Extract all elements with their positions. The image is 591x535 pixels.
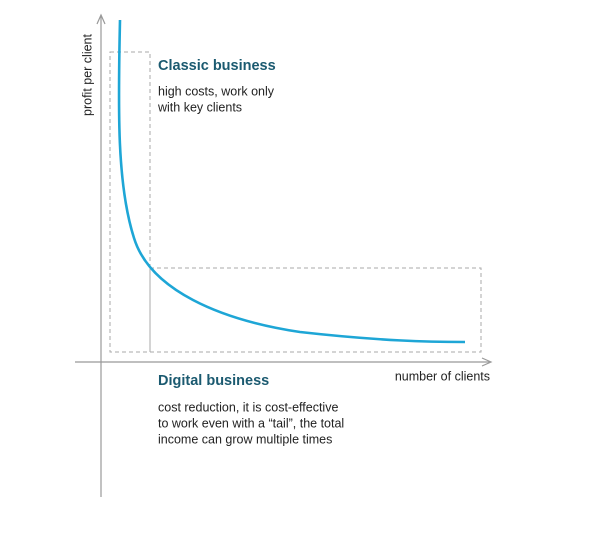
annotation-text: high costs, work only — [158, 84, 275, 98]
classic-zone — [109, 51, 151, 353]
x-axis-label: number of clients — [395, 369, 490, 383]
y-axis-arrow — [96, 13, 106, 25]
annotation-text: with key clients — [157, 100, 242, 114]
annotation-text: cost reduction, it is cost-effective — [158, 400, 338, 414]
annotations: Classic business high costs, work only wit… — [157, 58, 344, 446]
annotation-text: income can grow multiple times — [158, 432, 332, 446]
curve — [117, 19, 466, 344]
annotation-title: Classic business — [158, 58, 276, 74]
digital-zone — [149, 267, 482, 353]
y-axis-label: profit per client — [80, 33, 94, 116]
x-axis-arrow — [481, 357, 493, 367]
annotation-text: to work even with a “tail”, the total — [158, 416, 344, 430]
annotation-title: Digital business — [158, 373, 269, 389]
